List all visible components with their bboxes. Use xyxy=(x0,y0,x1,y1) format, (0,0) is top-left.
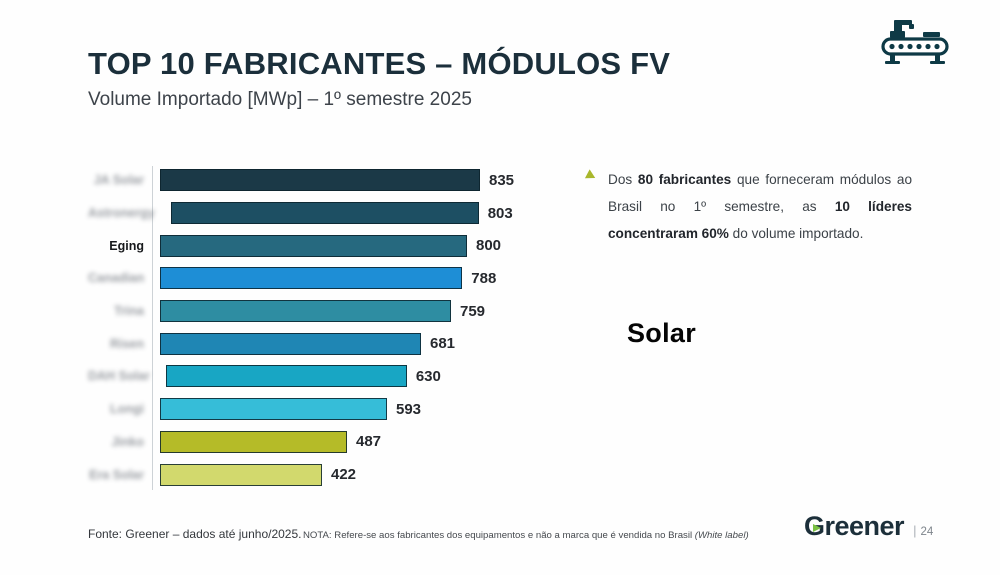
bar-row: Longi 593 xyxy=(88,393,568,426)
annotation-segment: do volume importado. xyxy=(728,226,864,241)
bar-rows: JA Solar 835 Astronergy 803 Eging 800 Canadian… xyxy=(88,164,568,491)
footer-note-italic: (White label) xyxy=(694,530,749,541)
page-title: TOP 10 FABRICANTES – MÓDULOS FV xyxy=(88,46,671,81)
bar-label: Eging xyxy=(109,238,144,253)
y-axis-line xyxy=(152,166,153,490)
bar xyxy=(160,267,463,290)
bar xyxy=(160,300,451,323)
bar-label: Astronergy xyxy=(88,206,155,221)
bar-row: Canadian 788 xyxy=(88,262,568,295)
bar-value: 681 xyxy=(430,335,456,353)
bar-label: Era Solar xyxy=(89,467,144,482)
bar-label: DAH Solar xyxy=(88,369,150,384)
bar-row: DAH Solar 630 xyxy=(88,360,568,393)
bar xyxy=(160,169,480,192)
bar-value: 593 xyxy=(396,400,422,418)
bar-label: Canadian xyxy=(88,271,145,286)
bar xyxy=(170,202,479,225)
bar-value: 487 xyxy=(356,433,382,451)
page-subtitle: Volume Importado [MWp] – 1º semestre 202… xyxy=(88,89,472,110)
bar-value: 803 xyxy=(487,204,513,222)
bar-row: Eging 800 xyxy=(88,229,568,262)
bar-label: Longi xyxy=(109,402,144,417)
key-insight-annotation: Dos 80 fabricantes que forneceram módulo… xyxy=(584,166,912,247)
bar-row: Era Solar 422 xyxy=(88,458,568,491)
bar-label: Trina xyxy=(114,304,144,319)
bar-row: Risen 681 xyxy=(88,327,568,360)
greener-logo-leaf-icon xyxy=(813,524,821,532)
annotation-segment: que forneceram módulos ao Brasil no 1º s… xyxy=(608,172,912,214)
footer-note: NOTA: Refere-se aos fabricantes dos equi… xyxy=(303,530,749,541)
bar-value: 800 xyxy=(476,237,502,255)
bar-value: 835 xyxy=(489,171,515,189)
page-number: 24 xyxy=(920,526,934,538)
bar-value: 788 xyxy=(471,269,497,287)
bar-chart: JA Solar 835 Astronergy 803 Eging 800 Canadian… xyxy=(88,164,568,492)
annotation-segment: Dos xyxy=(608,172,638,187)
logo-separator: | xyxy=(913,523,917,538)
annotation-text: Dos 80 fabricantes que forneceram módulo… xyxy=(608,166,912,247)
annotation-bold-segment: 10 líderes concentraram 60% xyxy=(608,199,912,241)
bar-label: Risen xyxy=(109,336,144,351)
footer-note-text: NOTA: Refere-se aos fabricantes dos equi… xyxy=(303,530,695,541)
solar-overlay-label: Solar xyxy=(627,318,697,348)
bar-row: Trina 759 xyxy=(88,295,568,328)
bar xyxy=(160,234,467,257)
footer-source: Fonte: Greener – dados até junho/2025. xyxy=(88,527,302,541)
greener-logo: Greener | 24 xyxy=(804,511,933,542)
bar xyxy=(160,398,387,421)
arrow-bullet-icon xyxy=(584,169,610,189)
bar xyxy=(160,463,322,486)
bar-value: 422 xyxy=(331,466,357,484)
bar xyxy=(165,365,407,388)
bar xyxy=(160,430,347,453)
bar-value: 630 xyxy=(415,367,441,385)
bar-row: Astronergy 803 xyxy=(88,197,568,230)
bar-label: Jinko xyxy=(111,434,144,449)
annotation-bold-segment: 80 fabricantes xyxy=(637,172,732,187)
bar-row: JA Solar 835 xyxy=(88,164,568,197)
bar-label: JA Solar xyxy=(93,173,144,188)
factory-conveyor-icon xyxy=(878,16,954,71)
bar xyxy=(160,332,421,355)
bar-value: 759 xyxy=(460,302,486,320)
bar-row: Jinko 487 xyxy=(88,426,568,459)
